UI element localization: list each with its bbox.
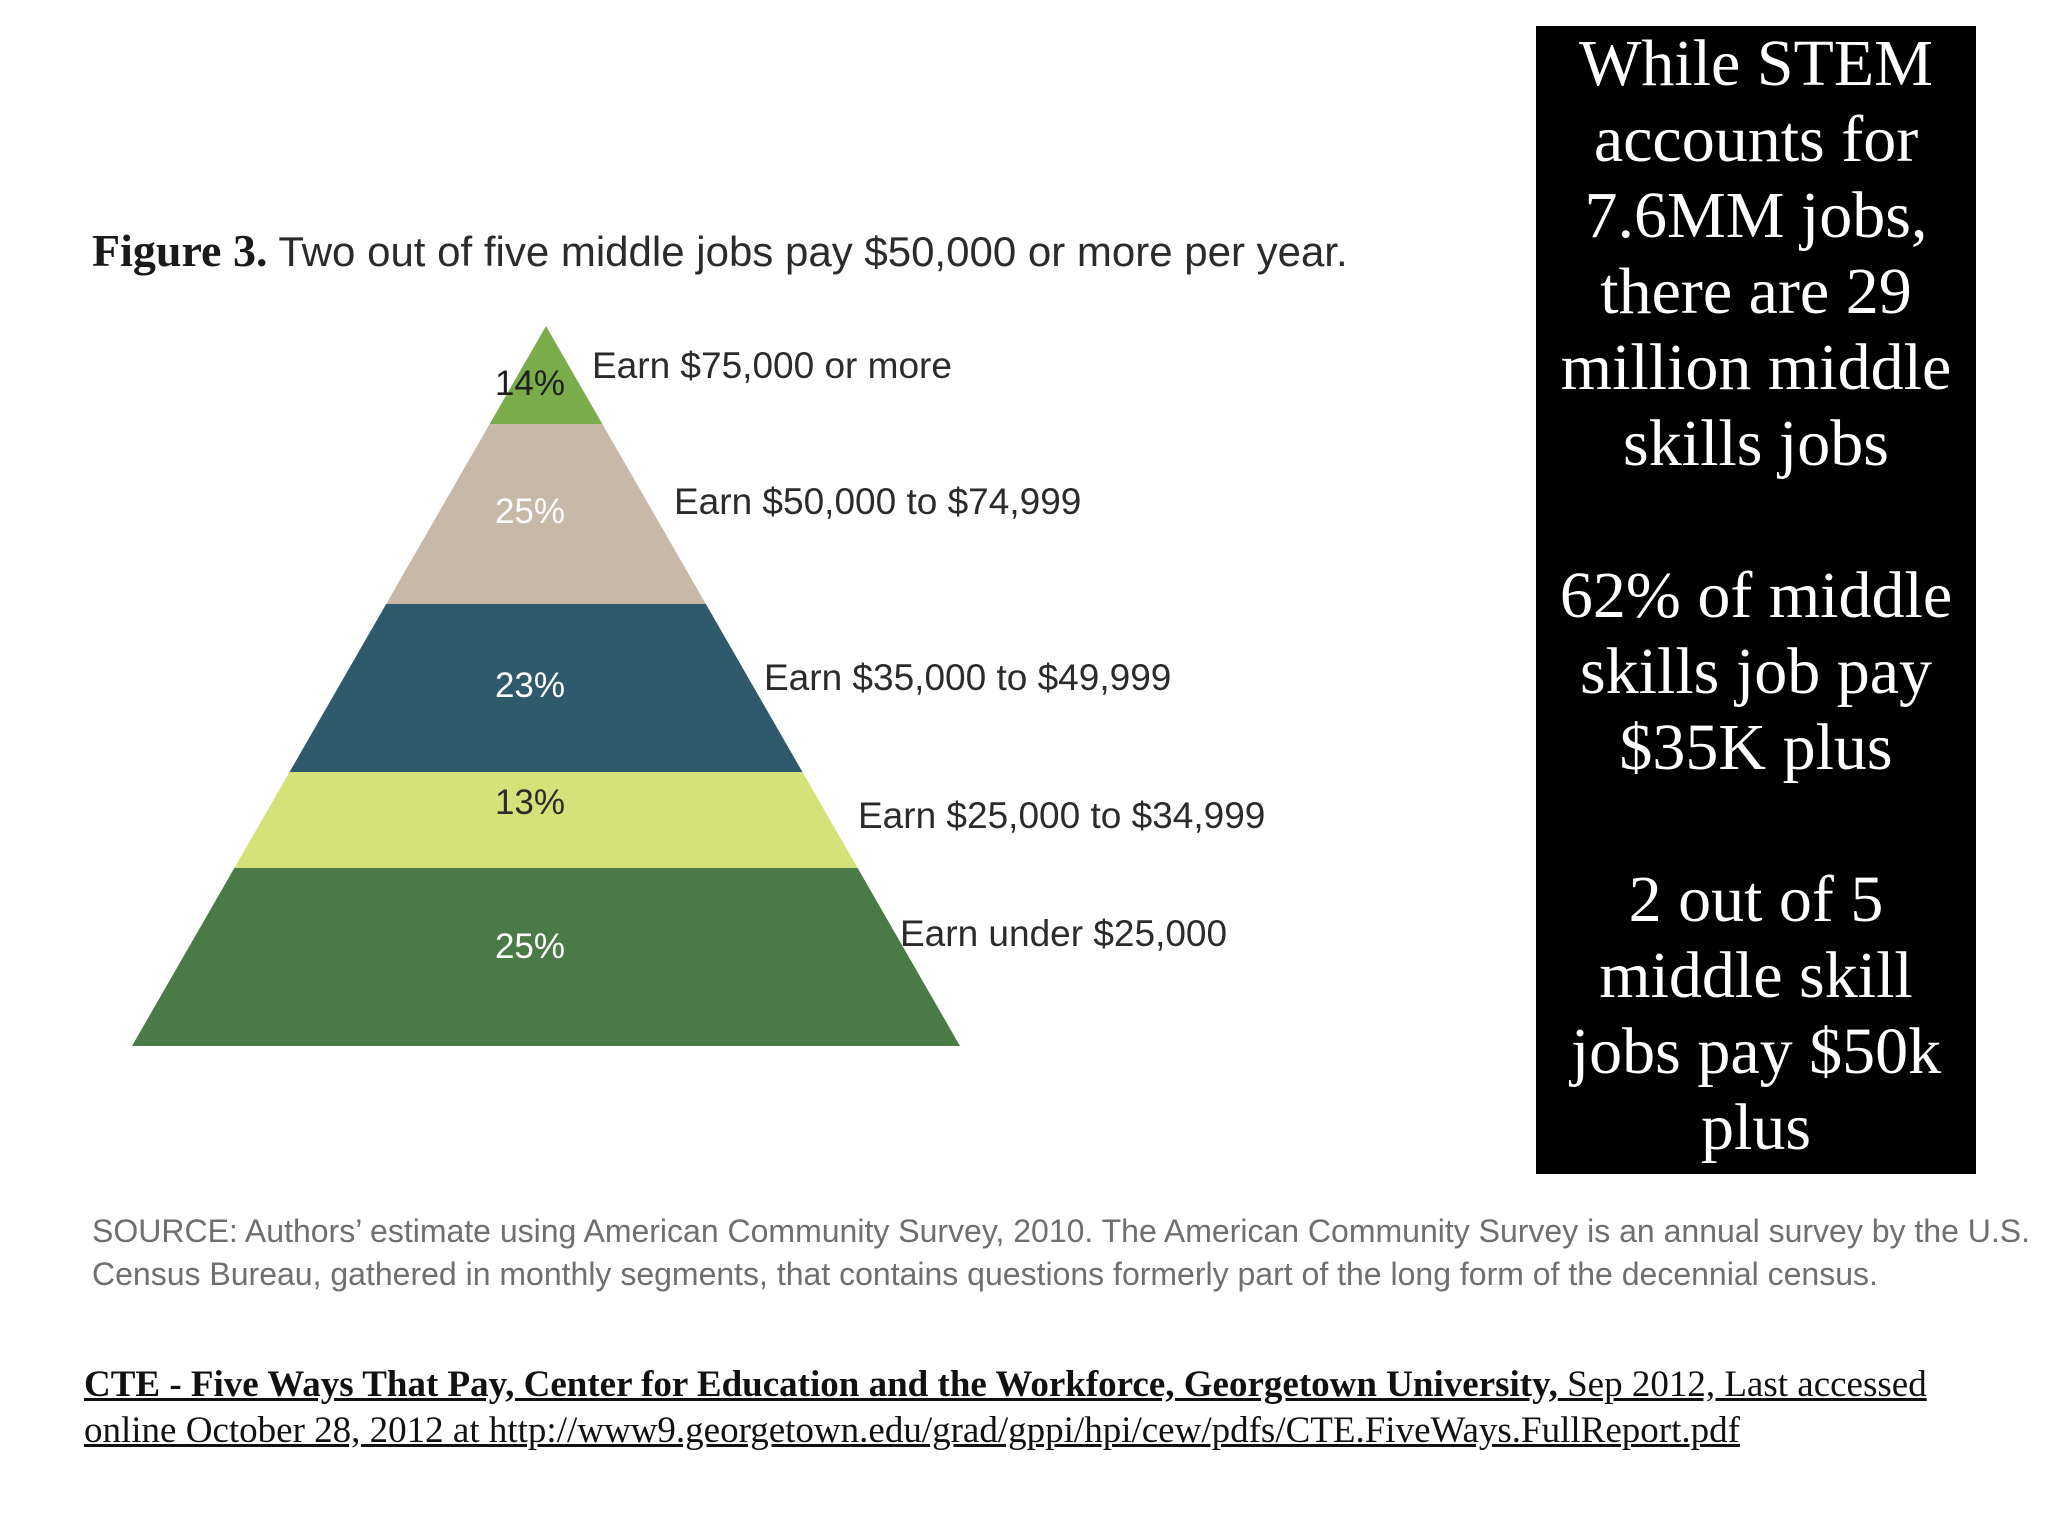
tier-value-label: 23% (495, 666, 565, 705)
citation-title[interactable]: CTE - Five Ways That Pay, Center for Edu… (84, 1364, 1558, 1405)
pyramid-tier (132, 868, 960, 1046)
tier-category-label: Earn $25,000 to $34,999 (858, 795, 1265, 836)
citation[interactable]: CTE - Five Ways That Pay, Center for Edu… (84, 1362, 1984, 1454)
source-note: SOURCE: Authors’ estimate using American… (92, 1213, 2031, 1292)
callout-line: million middle (1560, 331, 1952, 404)
callout-line: While STEM (1579, 27, 1933, 100)
tier-category-label: Earn under $25,000 (900, 913, 1227, 954)
tier-value-label: 25% (495, 927, 565, 966)
callout-box: While STEM accounts for 7.6MM jobs, there a… (1536, 26, 1976, 1174)
callout-line: $35K plus (1619, 711, 1893, 784)
tier-value-label: 14% (495, 364, 565, 403)
callout-line: 2 out of 5 (1628, 863, 1884, 936)
pyramid-tier (386, 424, 706, 604)
pyramid-tier (489, 326, 603, 424)
callout-line: there are 29 (1600, 255, 1912, 328)
pyramid-chart: 14% Earn $75,000 or more 25% Earn $50,000 t… (132, 326, 1265, 1046)
pyramid-tier (289, 604, 803, 772)
callout-line: jobs pay $50k (1570, 1015, 1942, 1088)
tier-value-label: 13% (495, 783, 565, 822)
callout-line: middle skill (1599, 939, 1913, 1012)
callout-gap (1536, 786, 1976, 862)
callout-line: 62% of middle (1559, 559, 1953, 632)
tier-category-label: Earn $35,000 to $49,999 (764, 657, 1171, 698)
figure-title-text: Two out of five middle jobs pay $50,000 … (278, 228, 1348, 275)
callout-line: skills job pay (1579, 635, 1932, 708)
callout-line: 7.6MM jobs, (1584, 179, 1928, 252)
figure-label: Figure 3. (92, 225, 268, 276)
pyramid-tier (234, 772, 858, 868)
callout-gap (1536, 482, 1976, 558)
callout-line: skills jobs (1623, 407, 1889, 480)
tier-value-label: 25% (495, 492, 565, 531)
callout-line: plus (1700, 1091, 1812, 1164)
figure-title: Figure 3. Two out of five middle jobs pa… (92, 224, 1348, 277)
callout-line: accounts for (1593, 103, 1919, 176)
tier-category-label: Earn $75,000 or more (592, 345, 952, 386)
citation-details[interactable]: Sep 2012, Last accessed online October 2… (84, 1364, 1927, 1451)
tier-category-label: Earn $50,000 to $74,999 (674, 481, 1081, 522)
